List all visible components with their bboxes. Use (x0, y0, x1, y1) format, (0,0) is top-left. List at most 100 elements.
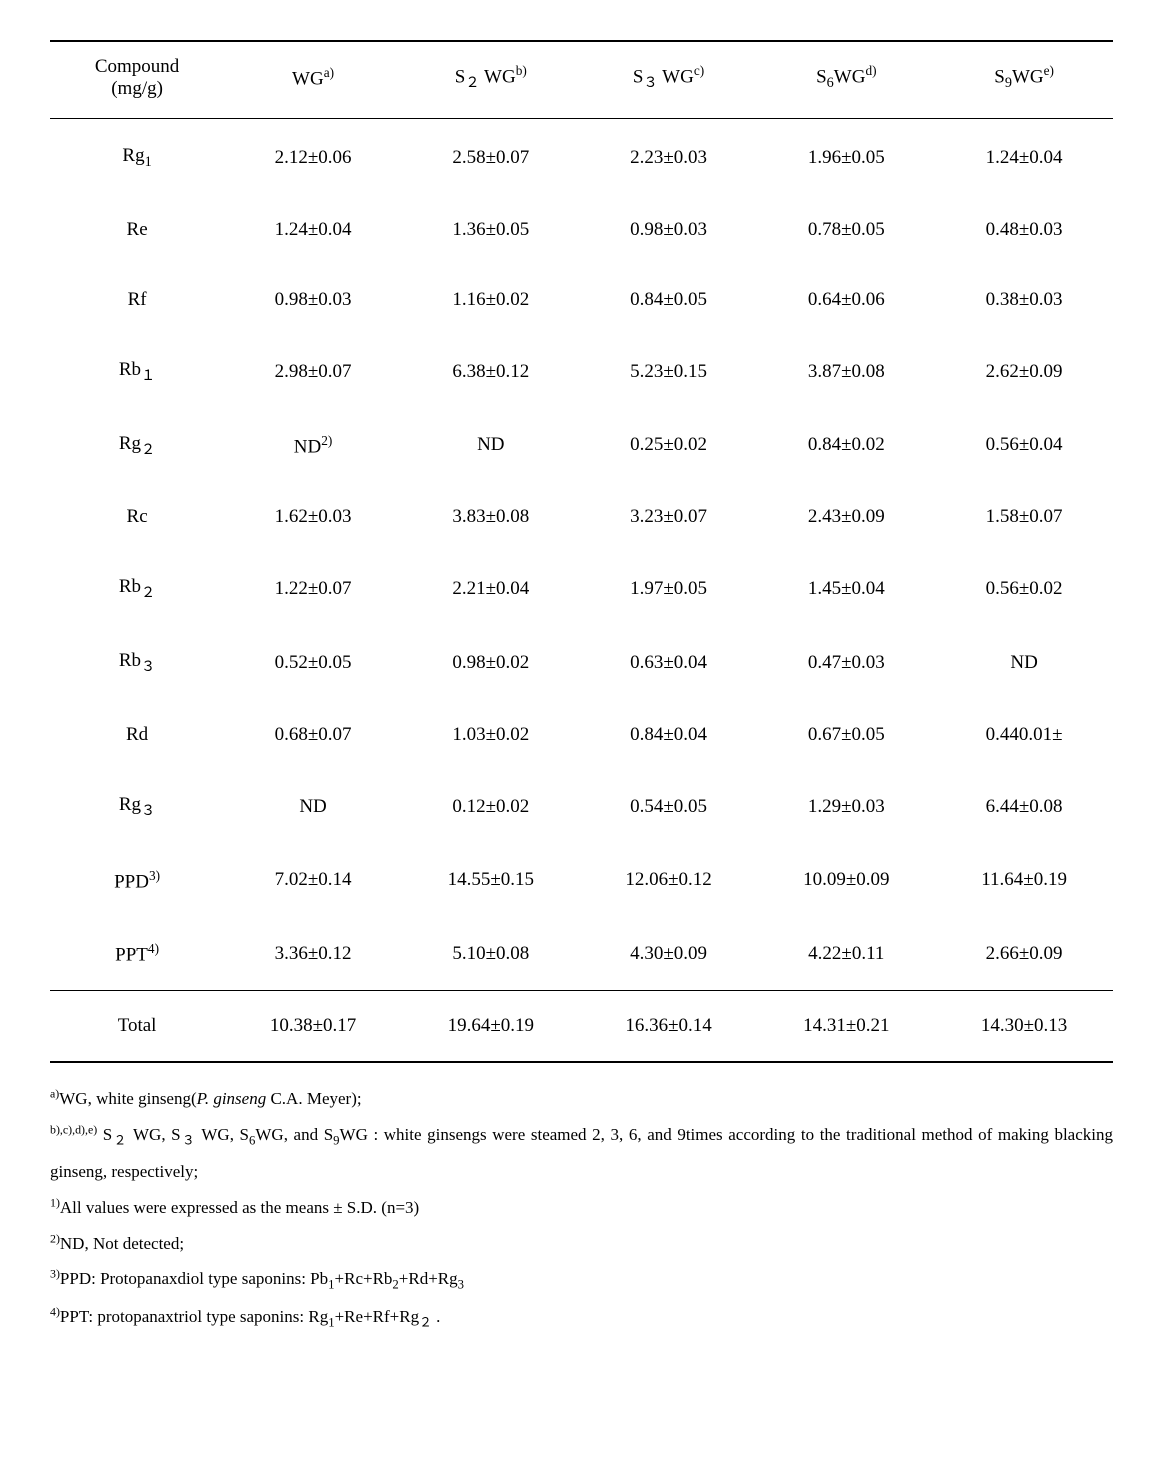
compound-cell: PPT4) (50, 917, 224, 991)
footnotes: a)WG, white ginseng(P. ginseng C.A. Meye… (50, 1081, 1113, 1335)
compound-cell: Rb１ (50, 335, 224, 409)
value-cell: 1.96±0.05 (757, 121, 935, 195)
value-cell: 1.36±0.05 (402, 195, 580, 265)
total-value: 14.31±0.21 (757, 991, 935, 1063)
value-cell: 0.84±0.05 (580, 265, 758, 335)
table-row: PPT4)3.36±0.125.10±0.084.30±0.094.22±0.1… (50, 917, 1113, 991)
footnote-bcde: b),c),d),e) S２ WG, S３ WG, S6WG, and S9WG… (50, 1117, 1113, 1190)
footnote-a-post: C.A. Meyer); (266, 1089, 361, 1108)
value-cell: 0.84±0.02 (757, 409, 935, 483)
value-cell: 0.63±0.04 (580, 626, 758, 700)
total-label: Total (50, 991, 224, 1063)
compound-cell: Rg1 (50, 121, 224, 195)
header-compound: Compound (mg/g) (50, 41, 224, 119)
value-cell: 6.44±0.08 (935, 770, 1113, 844)
value-cell: 2.23±0.03 (580, 121, 758, 195)
header-compound-l1: Compound (95, 56, 179, 77)
footnote-bcde-sup: b),c),d),e) (50, 1122, 97, 1136)
value-cell: 5.23±0.15 (580, 335, 758, 409)
value-cell: 1.03±0.02 (402, 700, 580, 770)
table-row: Rf0.98±0.031.16±0.020.84±0.050.64±0.060.… (50, 265, 1113, 335)
value-cell: 0.54±0.05 (580, 770, 758, 844)
value-cell: 1.62±0.03 (224, 482, 402, 552)
table-row: Rc1.62±0.033.83±0.083.23±0.072.43±0.091.… (50, 482, 1113, 552)
value-cell: 1.45±0.04 (757, 552, 935, 626)
value-cell: 0.68±0.07 (224, 700, 402, 770)
compound-cell: Rd (50, 700, 224, 770)
value-cell: 2.21±0.04 (402, 552, 580, 626)
compound-cell: Rb２ (50, 552, 224, 626)
total-row: Total10.38±0.1719.64±0.1916.36±0.1414.31… (50, 991, 1113, 1063)
value-cell: ND (402, 409, 580, 483)
value-cell: 10.09±0.09 (757, 844, 935, 917)
compound-cell: Rb３ (50, 626, 224, 700)
value-cell: ND2) (224, 409, 402, 483)
value-cell: 0.47±0.03 (757, 626, 935, 700)
value-cell: ND (224, 770, 402, 844)
value-cell: 1.16±0.02 (402, 265, 580, 335)
header-compound-l2: (mg/g) (111, 78, 163, 99)
ginsenoside-table: Compound (mg/g) WGa) S２ WGb) S３ WGc) S6W… (50, 40, 1113, 1063)
value-cell: 1.22±0.07 (224, 552, 402, 626)
value-cell: 14.55±0.15 (402, 844, 580, 917)
value-cell: 0.78±0.05 (757, 195, 935, 265)
footnote-1: 1)All values were expressed as the means… (50, 1190, 1113, 1226)
footnote-a-sup: a) (50, 1087, 59, 1101)
value-cell: 5.10±0.08 (402, 917, 580, 991)
table-row: Rb１2.98±0.076.38±0.125.23±0.153.87±0.082… (50, 335, 1113, 409)
table-row: Rd0.68±0.071.03±0.020.84±0.040.67±0.050.… (50, 700, 1113, 770)
value-cell: 0.67±0.05 (757, 700, 935, 770)
value-cell: 1.24±0.04 (935, 121, 1113, 195)
value-cell: 0.38±0.03 (935, 265, 1113, 335)
footnote-a: a)WG, white ginseng(P. ginseng C.A. Meye… (50, 1081, 1113, 1117)
header-row: Compound (mg/g) WGa) S２ WGb) S３ WGc) S6W… (50, 41, 1113, 119)
compound-cell: Rc (50, 482, 224, 552)
header-col-3: S6WGd) (757, 41, 935, 119)
footnote-4: 4)PPT: protopanaxtriol type saponins: Rg… (50, 1299, 1113, 1336)
value-cell: 4.22±0.11 (757, 917, 935, 991)
value-cell: 2.98±0.07 (224, 335, 402, 409)
value-cell: ND (935, 626, 1113, 700)
compound-cell: Rg２ (50, 409, 224, 483)
value-cell: 2.62±0.09 (935, 335, 1113, 409)
value-cell: 2.66±0.09 (935, 917, 1113, 991)
value-cell: 2.12±0.06 (224, 121, 402, 195)
footnote-2: 2)ND, Not detected; (50, 1226, 1113, 1262)
table-row: PPD3)7.02±0.1414.55±0.1512.06±0.1210.09±… (50, 844, 1113, 917)
value-cell: 0.440.01± (935, 700, 1113, 770)
value-cell: 0.56±0.02 (935, 552, 1113, 626)
table-body: Rg12.12±0.062.58±0.072.23±0.031.96±0.051… (50, 119, 1113, 1063)
table-row: Rb２1.22±0.072.21±0.041.97±0.051.45±0.040… (50, 552, 1113, 626)
value-cell: 0.56±0.04 (935, 409, 1113, 483)
header-col-1: S２ WGb) (402, 41, 580, 119)
value-cell: 0.98±0.03 (224, 265, 402, 335)
total-value: 16.36±0.14 (580, 991, 758, 1063)
table-row: Rg３ND0.12±0.020.54±0.051.29±0.036.44±0.0… (50, 770, 1113, 844)
footnote-3: 3)PPD: Protopanaxdiol type saponins: Pb1… (50, 1261, 1113, 1298)
value-cell: 0.98±0.02 (402, 626, 580, 700)
value-cell: 0.98±0.03 (580, 195, 758, 265)
table-row: Rg12.12±0.062.58±0.072.23±0.031.96±0.051… (50, 121, 1113, 195)
value-cell: 7.02±0.14 (224, 844, 402, 917)
value-cell: 2.58±0.07 (402, 121, 580, 195)
header-col-2: S３ WGc) (580, 41, 758, 119)
compound-cell: Rf (50, 265, 224, 335)
value-cell: 0.48±0.03 (935, 195, 1113, 265)
total-value: 14.30±0.13 (935, 991, 1113, 1063)
compound-cell: Rg３ (50, 770, 224, 844)
value-cell: 3.83±0.08 (402, 482, 580, 552)
value-cell: 1.29±0.03 (757, 770, 935, 844)
value-cell: 12.06±0.12 (580, 844, 758, 917)
header-col-0: WGa) (224, 41, 402, 119)
value-cell: 0.12±0.02 (402, 770, 580, 844)
value-cell: 1.24±0.04 (224, 195, 402, 265)
value-cell: 3.36±0.12 (224, 917, 402, 991)
value-cell: 0.52±0.05 (224, 626, 402, 700)
table-row: Rg２ND2)ND0.25±0.020.84±0.020.56±0.04 (50, 409, 1113, 483)
total-value: 19.64±0.19 (402, 991, 580, 1063)
compound-cell: PPD3) (50, 844, 224, 917)
value-cell: 2.43±0.09 (757, 482, 935, 552)
value-cell: 0.25±0.02 (580, 409, 758, 483)
footnote-a-text: WG, white ginseng( (59, 1089, 196, 1108)
value-cell: 3.23±0.07 (580, 482, 758, 552)
